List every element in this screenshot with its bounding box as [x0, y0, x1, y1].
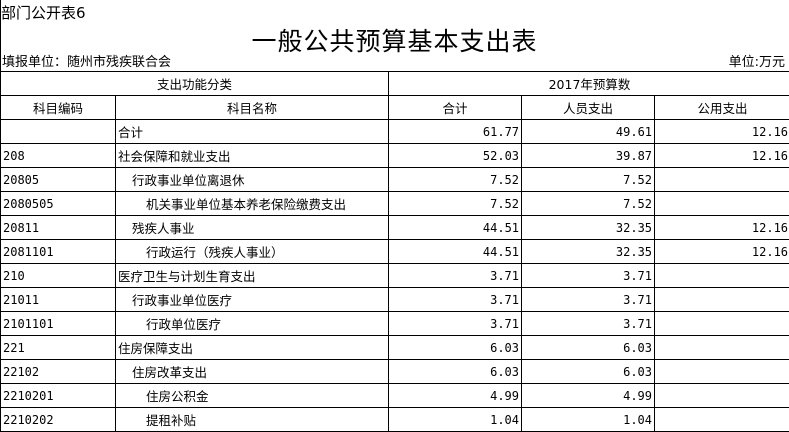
cell-code: 2101101: [1, 312, 116, 336]
cell-code: [1, 120, 116, 144]
cell-code: 208: [1, 144, 116, 168]
cell-code: 2210202: [1, 408, 116, 432]
cell-total: 3.71: [389, 312, 522, 336]
cell-name: 社会保障和就业支出: [116, 144, 389, 168]
cell-name: 残疾人事业: [116, 216, 389, 240]
cell-total: 3.71: [389, 288, 522, 312]
cell-personnel: 3.71: [522, 264, 655, 288]
header-functional-classification: 支出功能分类: [1, 72, 389, 96]
cell-public: [655, 408, 789, 432]
header-column-row: 科目编码 科目名称 合计 人员支出 公用支出: [1, 96, 789, 120]
cell-name: 行政事业单位医疗: [116, 288, 389, 312]
cell-total: 6.03: [389, 360, 522, 384]
header-code: 科目编码: [1, 96, 116, 120]
cell-personnel: 6.03: [522, 360, 655, 384]
cell-personnel: 49.61: [522, 120, 655, 144]
cell-code: 22102: [1, 360, 116, 384]
header-budget-year: 2017年预算数: [389, 72, 789, 96]
cell-code: 21011: [1, 288, 116, 312]
cell-total: 6.03: [389, 336, 522, 360]
currency-unit-label: 单位:万元: [729, 51, 785, 70]
cell-public: [655, 312, 789, 336]
cell-public: [655, 168, 789, 192]
cell-public: [655, 360, 789, 384]
cell-total: 44.51: [389, 240, 522, 264]
cell-public: 12.16: [655, 216, 789, 240]
cell-personnel: 7.52: [522, 168, 655, 192]
cell-personnel: 3.71: [522, 288, 655, 312]
cell-public: 12.16: [655, 120, 789, 144]
header-personnel: 人员支出: [522, 96, 655, 120]
cell-personnel: 7.52: [522, 192, 655, 216]
header-group-row: 支出功能分类 2017年预算数: [1, 72, 789, 96]
cell-name: 医疗卫生与计划生育支出: [116, 264, 389, 288]
cell-total: 52.03: [389, 144, 522, 168]
header-total: 合计: [389, 96, 522, 120]
cell-personnel: 1.04: [522, 408, 655, 432]
cell-name: 机关事业单位基本养老保险缴费支出: [116, 192, 389, 216]
cell-name: 合计: [116, 120, 389, 144]
cell-personnel: 32.35: [522, 240, 655, 264]
cell-name: 行政运行（残疾人事业）: [116, 240, 389, 264]
cell-total: 61.77: [389, 120, 522, 144]
table-number-label: 部门公开表6: [1, 2, 86, 23]
cell-name: 行政事业单位离退休: [116, 168, 389, 192]
budget-table: 支出功能分类 2017年预算数 科目编码 科目名称 合计 人员支出 公用支出 合…: [0, 71, 789, 432]
cell-public: [655, 336, 789, 360]
cell-total: 3.71: [389, 264, 522, 288]
header-name: 科目名称: [116, 96, 389, 120]
cell-total: 7.52: [389, 168, 522, 192]
cell-public: [655, 384, 789, 408]
header-public: 公用支出: [655, 96, 789, 120]
cell-personnel: 6.03: [522, 336, 655, 360]
cell-personnel: 39.87: [522, 144, 655, 168]
cell-personnel: 4.99: [522, 384, 655, 408]
cell-public: 12.16: [655, 144, 789, 168]
cell-code: 2210201: [1, 384, 116, 408]
cell-total: 44.51: [389, 216, 522, 240]
cell-code: 20805: [1, 168, 116, 192]
cell-personnel: 3.71: [522, 312, 655, 336]
cell-name: 住房保障支出: [116, 336, 389, 360]
cell-code: 20811: [1, 216, 116, 240]
cell-public: [655, 264, 789, 288]
cell-name: 提租补贴: [116, 408, 389, 432]
cell-code: 221: [1, 336, 116, 360]
cell-name: 住房改革支出: [116, 360, 389, 384]
cell-total: 7.52: [389, 192, 522, 216]
cell-name: 住房公积金: [116, 384, 389, 408]
cell-code: 2081101: [1, 240, 116, 264]
cell-code: 2080505: [1, 192, 116, 216]
cell-public: [655, 192, 789, 216]
cell-public: [655, 288, 789, 312]
cell-total: 1.04: [389, 408, 522, 432]
filing-unit-label: 填报单位：随州市残疾联合会: [2, 51, 171, 70]
cell-personnel: 32.35: [522, 216, 655, 240]
cell-public: 12.16: [655, 240, 789, 264]
cell-name: 行政单位医疗: [116, 312, 389, 336]
cell-code: 210: [1, 264, 116, 288]
cell-total: 4.99: [389, 384, 522, 408]
